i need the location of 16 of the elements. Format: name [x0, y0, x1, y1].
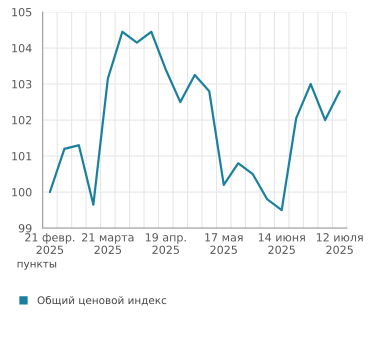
line-series: [48, 30, 341, 212]
x-tick-label: 21 февр. 2025: [25, 233, 74, 254]
y-tick-label: 103: [12, 80, 32, 88]
x-tick-label: 14 июня 2025: [258, 233, 305, 254]
x-tick-label: 17 мая 2025: [205, 233, 243, 254]
x-tick-label: 21 марта 2025: [82, 233, 134, 254]
y-tick-label: 99: [18, 224, 32, 232]
y-tick-label: 105: [12, 8, 32, 16]
y-tick-label: 104: [12, 44, 32, 52]
y-tick-label: 100: [12, 188, 32, 196]
legend-label: Общий ценовой индекс: [38, 296, 166, 306]
y-tick-label: 101: [12, 152, 32, 160]
y-axis-title: пункты: [18, 262, 56, 270]
x-tick-label: 12 июля 2025: [316, 233, 363, 254]
y-tick-label: 102: [12, 116, 32, 124]
x-tick-label: 19 апр. 2025: [146, 233, 186, 254]
